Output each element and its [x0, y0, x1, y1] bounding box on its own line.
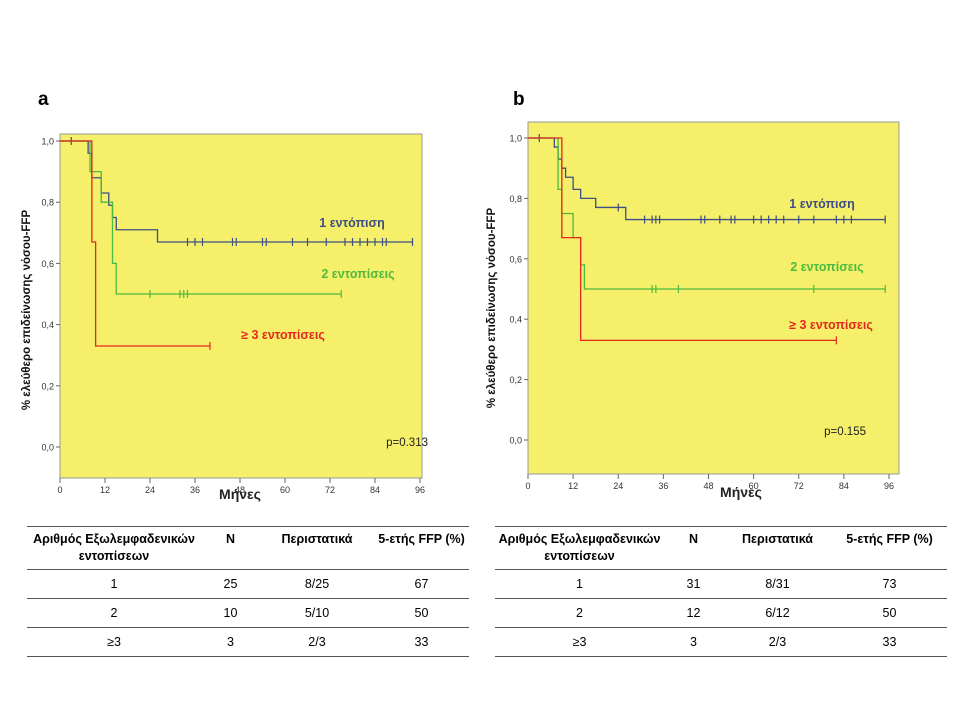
y-tick-label: 0,2	[509, 375, 522, 385]
summary-table-a: Αριθμός Εξωλεμφαδενικών εντοπίσεων N Περ…	[27, 526, 469, 657]
x-tick-label: 48	[235, 485, 245, 495]
km-curve-3	[528, 137, 837, 341]
x-tick-label: 84	[370, 485, 380, 495]
y-tick-label: 0,4	[509, 315, 522, 325]
table-b-cell: 1	[495, 568, 664, 599]
table-a-cell: 2/3	[260, 626, 374, 657]
table-b-header-n: N	[664, 526, 723, 570]
table-b-header-ffp: 5-ετής FFP (%)	[832, 526, 947, 570]
series-label-3: ≥ 3 εντοπίσεις	[241, 328, 325, 342]
x-tick-label: 24	[145, 485, 155, 495]
table-b-cell: 50	[832, 597, 947, 628]
table-b-cell: 73	[832, 568, 947, 599]
y-tick-label: 0,6	[509, 254, 522, 264]
y-tick-label: 0,4	[41, 320, 54, 330]
x-axis-title: Μήνες	[219, 486, 261, 502]
plot-area	[527, 121, 900, 475]
table-row: 1 31 8/31 73	[495, 568, 947, 599]
table-b-cell: 2/3	[723, 626, 832, 657]
x-tick-label: 36	[658, 481, 668, 491]
table-b-cell: 12	[664, 597, 723, 628]
table-b-header-events: Περιστατικά	[723, 526, 832, 570]
table-b-cell: 31	[664, 568, 723, 599]
x-tick-label: 96	[884, 481, 894, 491]
x-tick-label: 24	[613, 481, 623, 491]
km-curve-2	[60, 140, 342, 295]
table-row: 2 12 6/12 50	[495, 597, 947, 628]
km-curve-3	[60, 140, 210, 347]
table-b-cell: 2	[495, 597, 664, 628]
table-row: 1 25 8/25 67	[27, 568, 469, 599]
table-a-body: 1 25 8/25 67 2 10 5/10 50 ≥3 3 2/3 33	[27, 568, 469, 657]
y-tick-label: 0,0	[41, 443, 54, 453]
x-tick-label: 72	[325, 485, 335, 495]
km-chart-b: 0,0 0,2 0,4 0,6 0,8 1,0 0 12 24 36 48 60 72 84 96 Μήνες…	[486, 121, 900, 500]
x-tick-label: 12	[100, 485, 110, 495]
table-a-cell: 2	[27, 597, 201, 628]
series-label-2: 2 εντοπίσεις	[790, 260, 863, 274]
table-row: ≥3 3 2/3 33	[27, 626, 469, 657]
x-axis-title: Μήνες	[720, 484, 762, 500]
x-tick-label: 84	[839, 481, 849, 491]
table-b-header-group: Αριθμός Εξωλεμφαδενικών εντοπίσεων	[495, 526, 664, 570]
table-a-cell: 3	[201, 626, 260, 657]
x-tick-label: 72	[794, 481, 804, 491]
table-a-cell: 5/10	[260, 597, 374, 628]
table-b-body: 1 31 8/31 73 2 12 6/12 50 ≥3 3 2/3 33	[495, 568, 947, 657]
y-axis-title: % ελεύθερο επιδείνωσης νόσου-FFP	[486, 208, 498, 409]
table-a-cell: 25	[201, 568, 260, 599]
series-label-1: 1 εντόπιση	[789, 197, 854, 211]
y-tick-label: 0,2	[41, 381, 54, 391]
plot-area	[59, 133, 423, 479]
table-b-cell: 33	[832, 626, 947, 657]
summary-table-b: Αριθμός Εξωλεμφαδενικών εντοπίσεων N Περ…	[495, 526, 947, 657]
table-a-cell: 33	[374, 626, 469, 657]
x-tick-label: 60	[280, 485, 290, 495]
table-a-cell: 67	[374, 568, 469, 599]
panel-letter-b: b	[513, 89, 525, 110]
x-tick-label: 0	[525, 481, 530, 491]
table-b-cell: 6/12	[723, 597, 832, 628]
x-tick-label: 60	[749, 481, 759, 491]
x-tick-label: 0	[57, 485, 62, 495]
y-tick-label: 0,8	[41, 198, 54, 208]
table-a-header-ffp: 5-ετής FFP (%)	[374, 526, 469, 570]
x-tick-label: 36	[190, 485, 200, 495]
series-label-1: 1 εντόπιση	[319, 216, 384, 230]
y-tick-label: 0,0	[509, 436, 522, 446]
table-a-cell: 1	[27, 568, 201, 599]
x-tick-label: 48	[703, 481, 713, 491]
table-a-header-events: Περιστατικά	[260, 526, 374, 570]
y-tick-label: 1,0	[41, 137, 54, 147]
table-row: ≥3 3 2/3 33	[495, 626, 947, 657]
x-tick-label: 12	[568, 481, 578, 491]
y-tick-label: 0,8	[509, 194, 522, 204]
table-a-header-n: N	[201, 526, 260, 570]
y-axis-title: % ελεύθερο επιδείνωσης νόσου-FFP	[21, 210, 33, 411]
km-curve-2	[528, 137, 886, 290]
p-value: p=0.313	[386, 437, 428, 449]
table-a-cell: ≥3	[27, 626, 201, 657]
table-b-cell: 8/31	[723, 568, 832, 599]
y-tick-label: 0,6	[41, 259, 54, 269]
p-value: p=0.155	[824, 426, 866, 438]
table-b-cell: 3	[664, 626, 723, 657]
table-a-cell: 50	[374, 597, 469, 628]
table-row: 2 10 5/10 50	[27, 597, 469, 628]
panel-letter-a: a	[38, 89, 49, 110]
table-b-cell: ≥3	[495, 626, 664, 657]
table-a-header-group: Αριθμός Εξωλεμφαδενικών εντοπίσεων	[27, 526, 201, 570]
y-tick-label: 1,0	[509, 134, 522, 144]
series-label-2: 2 εντοπίσεις	[321, 267, 394, 281]
series-label-3: ≥ 3 εντοπίσεις	[789, 318, 873, 332]
x-tick-label: 96	[415, 485, 425, 495]
table-a-cell: 8/25	[260, 568, 374, 599]
km-chart-a: 0,0 0,2 0,4 0,6 0,8 1,0 0 12 24 36 48 60 72 84 96 Μήνες…	[21, 133, 428, 502]
table-a-cell: 10	[201, 597, 260, 628]
